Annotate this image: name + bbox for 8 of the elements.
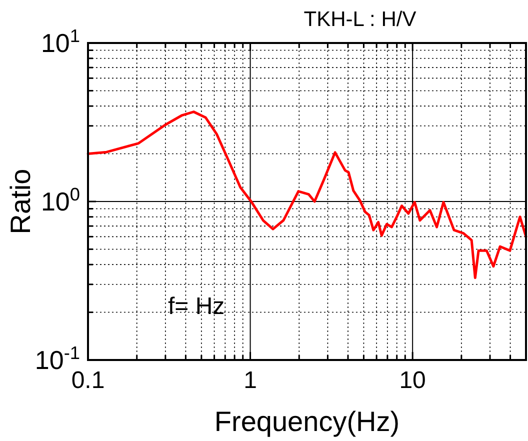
- y-tick-label: 10$^{1}$: [40, 26, 80, 58]
- x-tick-label: 10: [399, 367, 426, 394]
- y-axis-title: Ratio: [5, 168, 36, 234]
- annotation: f= Hz: [168, 293, 225, 320]
- y-tick-label: 10$^{0}$: [40, 184, 80, 216]
- chart-title: TKH-L : H/V: [304, 8, 416, 31]
- x-tick-label: 1: [244, 367, 257, 394]
- x-axis-title: Frequency(Hz): [214, 406, 400, 437]
